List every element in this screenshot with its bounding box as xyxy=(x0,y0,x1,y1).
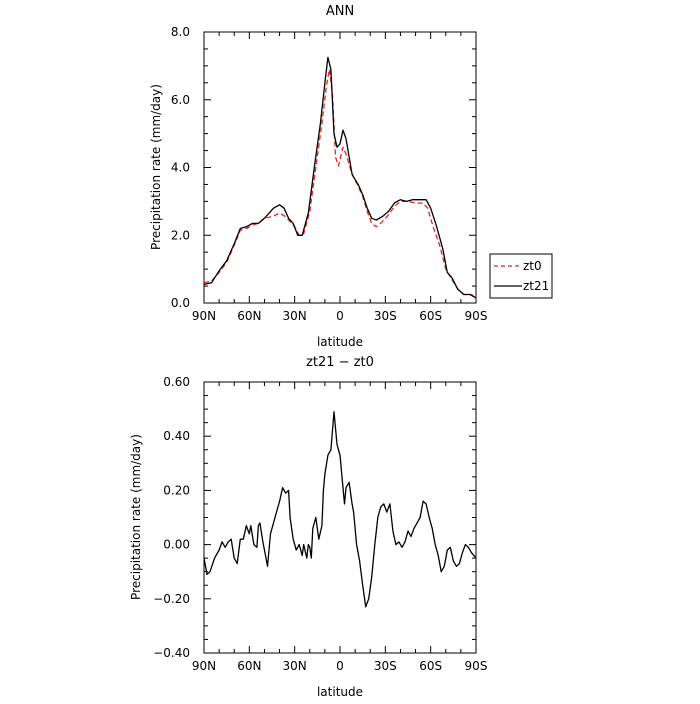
legend-label-zt0: zt0 xyxy=(523,259,542,273)
bottom-x-tick-label: 30N xyxy=(283,659,307,673)
bottom-x-tick-label: 60S xyxy=(419,659,442,673)
top-chart-panel: ANN 90N 60N 30N 0 30S 60S 90S 0.02.04.06.08.0 … xyxy=(149,4,553,349)
bottom-series-lines xyxy=(203,411,477,608)
top-y-tick-label: 8.0 xyxy=(171,25,190,39)
bottom-axis-ticks xyxy=(203,381,477,654)
bottom-x-tick-label: 90N xyxy=(192,659,216,673)
bottom-chart-panel: zt21 − zt0 90N 60N 30N 0 30S 60S 90S −0.40 −0.2… xyxy=(129,355,487,699)
top-x-tick-label: 90N xyxy=(192,309,216,323)
bottom-x-tick-label: 30S xyxy=(374,659,397,673)
bottom-y-tick-label: 0.60 xyxy=(163,375,190,389)
bottom-y-axis-label: Precipitation rate (mm/day) xyxy=(129,434,143,600)
legend-box xyxy=(489,253,553,299)
top-x-tick-label: 30N xyxy=(283,309,307,323)
top-series-lines xyxy=(203,56,477,299)
top-x-tick-labels: 90N 60N 30N 0 30S 60S 90S xyxy=(192,309,488,323)
top-x-tick-label: 60N xyxy=(237,309,261,323)
top-y-tick-label: 2.0 xyxy=(171,228,190,242)
bottom-y-tick-label: 0.20 xyxy=(163,483,190,497)
bottom-x-tick-label: 60N xyxy=(237,659,261,673)
top-x-tick-label: 90S xyxy=(465,309,488,323)
top-x-tick-label: 30S xyxy=(374,309,397,323)
top-y-tick-label: 0.0 xyxy=(171,296,190,310)
bottom-y-tick-labels: −0.40 −0.20 0.00 0.20 0.40 0.60 xyxy=(153,375,190,660)
top-x-tick-label: 0 xyxy=(336,309,344,323)
top-series-line-zt21 xyxy=(203,56,477,299)
bottom-chart-title: zt21 − zt0 xyxy=(306,355,374,370)
bottom-y-tick-label: 0.00 xyxy=(163,538,190,552)
top-y-tick-label: 4.0 xyxy=(171,161,190,175)
bottom-x-tick-label: 90S xyxy=(465,659,488,673)
top-y-axis-label: Precipitation rate (mm/day) xyxy=(149,84,163,250)
top-y-tick-labels: 0.0 2.0 4.0 6.0 8.0 xyxy=(171,25,190,310)
bottom-series-line-diff-0 xyxy=(203,411,477,608)
bottom-x-tick-label: 0 xyxy=(336,659,344,673)
bottom-y-tick-label: −0.40 xyxy=(153,646,190,660)
top-series-line-zt0 xyxy=(203,68,477,297)
top-x-tick-label: 60S xyxy=(419,309,442,323)
top-legend: zt0 zt21 xyxy=(489,253,553,299)
bottom-y-tick-label: −0.20 xyxy=(153,592,190,606)
top-y-tick-label: 6.0 xyxy=(171,93,190,107)
bottom-x-tick-labels: 90N 60N 30N 0 30S 60S 90S xyxy=(192,659,488,673)
bottom-y-tick-label: 0.40 xyxy=(163,429,190,443)
top-x-axis-label: latitude xyxy=(317,335,363,349)
bottom-x-axis-label: latitude xyxy=(317,685,363,699)
top-chart-title: ANN xyxy=(326,4,354,19)
top-axis-ticks xyxy=(203,31,477,304)
legend-label-zt21: zt21 xyxy=(523,279,549,293)
